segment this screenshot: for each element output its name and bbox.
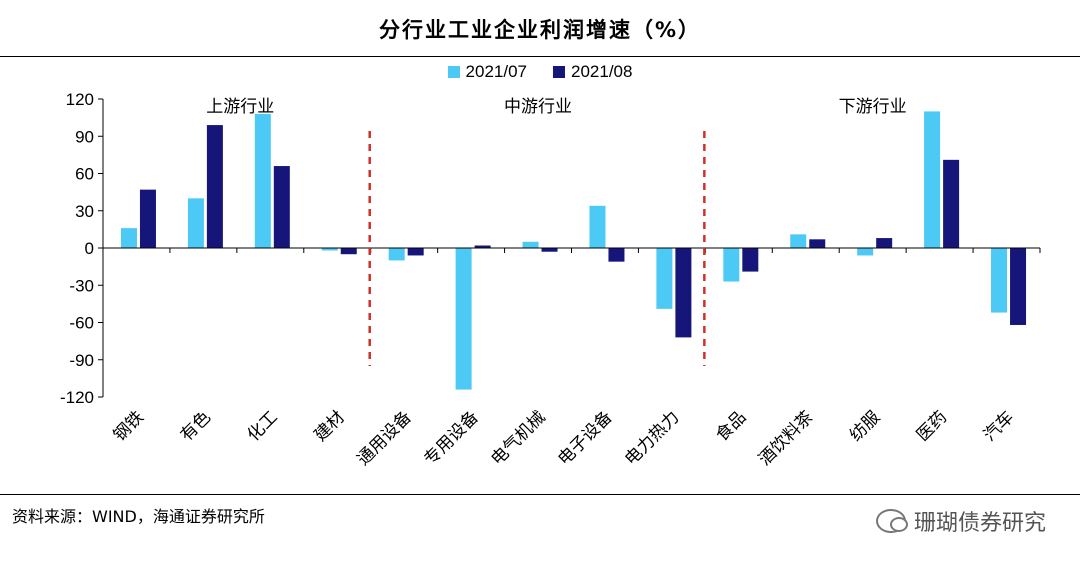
bar-series-1-13 — [991, 248, 1008, 313]
bar-series-1-0 — [120, 228, 137, 248]
x-tick-label: 有色 — [177, 407, 215, 445]
bar-series-2-10 — [809, 239, 826, 248]
bar-series-1-4 — [388, 248, 405, 261]
bar-series-1-11 — [857, 248, 874, 256]
watermark-text: 珊瑚债券研究 — [913, 511, 1046, 536]
x-tick-label: 电力热力 — [621, 407, 683, 469]
group-label-3: 下游行业 — [839, 97, 907, 117]
legend-label-series-2: 2021/08 — [571, 62, 633, 81]
legend-label-series-1: 2021/07 — [465, 62, 527, 81]
y-tick-label: -90 — [69, 351, 94, 370]
bottom-rule — [0, 494, 1080, 495]
x-tick-label: 纺服 — [846, 407, 884, 445]
bar-series-1-3 — [321, 248, 338, 251]
x-tick-label: 电气机械 — [487, 407, 549, 469]
x-tick-label: 电子设备 — [554, 407, 616, 469]
bar-series-2-6 — [541, 248, 558, 252]
x-tick-label: 化工 — [244, 407, 282, 445]
y-tick-label: 120 — [66, 90, 94, 109]
group-label-1: 上游行业 — [206, 97, 274, 117]
bar-series-2-4 — [407, 248, 424, 256]
bar-series-2-9 — [742, 248, 759, 272]
x-tick-label: 建材 — [311, 407, 349, 445]
bar-series-2-2 — [273, 166, 290, 248]
bar-series-1-8 — [656, 248, 673, 309]
legend-swatch-series-1 — [447, 66, 460, 78]
bar-series-1-5 — [455, 248, 472, 390]
bar-series-2-5 — [474, 245, 491, 248]
bar-series-1-12 — [924, 111, 941, 249]
y-tick-label: -120 — [60, 388, 94, 407]
x-tick-label: 钢铁 — [110, 407, 148, 445]
x-tick-label: 通用设备 — [353, 407, 415, 469]
y-tick-label: 0 — [85, 239, 94, 258]
x-tick-label: 酒饮料茶 — [755, 407, 817, 469]
bar-series-1-10 — [790, 234, 807, 248]
bar-series-2-0 — [139, 189, 156, 248]
top-rule — [0, 56, 1080, 57]
bar-chart: 1209060300-30-60-90-120钢铁 有色 化工 建材 通用设备 专用设备电… — [60, 90, 1041, 470]
bar-series-2-1 — [206, 125, 223, 248]
group-label-2: 中游行业 — [504, 97, 572, 117]
x-tick-label: 食品 — [712, 407, 750, 445]
y-tick-label: 90 — [75, 127, 94, 146]
legend-swatch-series-2 — [553, 66, 565, 78]
bar-series-2-8 — [675, 248, 692, 338]
y-tick-label: 60 — [75, 165, 94, 184]
y-tick-label: -60 — [69, 314, 94, 333]
wechat-icon — [875, 509, 908, 533]
chart-title: 分行业工业企业利润增速（%） — [378, 18, 702, 42]
x-tick-label: 汽车 — [980, 407, 1018, 445]
watermark: 珊瑚债券研究 — [875, 505, 1046, 537]
bar-series-1-2 — [254, 113, 271, 249]
x-tick-label: 医药 — [913, 407, 951, 445]
bar-series-1-7 — [589, 205, 606, 248]
y-tick-label: -30 — [69, 276, 94, 295]
bar-series-2-3 — [340, 248, 357, 255]
y-tick-label: 30 — [75, 202, 94, 221]
bar-series-2-7 — [608, 248, 625, 262]
legend-item-series-1: 2021/07 — [447, 62, 527, 82]
bar-series-1-1 — [187, 198, 204, 248]
bar-series-2-13 — [1010, 248, 1027, 325]
legend: 2021/07 2021/08 — [0, 62, 1080, 82]
bar-series-2-12 — [943, 159, 960, 248]
bar-series-1-6 — [522, 241, 539, 248]
bar-series-1-9 — [723, 248, 740, 282]
source-note: 资料来源：WIND，海通证券研究所 — [12, 507, 265, 526]
bar-series-2-11 — [876, 238, 893, 248]
legend-item-series-2: 2021/08 — [553, 62, 632, 82]
x-tick-label: 专用设备 — [420, 407, 482, 469]
